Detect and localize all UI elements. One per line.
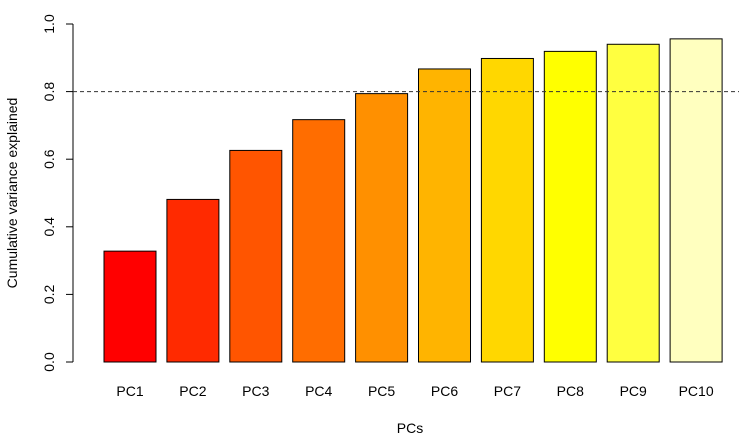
bar-pc8: [543, 50, 597, 363]
bar-pc9: [606, 43, 660, 363]
y-tick-label: 0.0: [41, 352, 57, 372]
x-tick-labels: PC1 PC2 PC3 PC4 PC5 PC6 PC7 PC8 PC9 PC10: [116, 383, 713, 399]
bar-pc1: [103, 250, 157, 363]
bar-pc5: [355, 93, 409, 363]
y-axis-label: Cumulative variance explained: [4, 98, 20, 289]
bar-pc3: [229, 149, 283, 363]
y-axis: 0.0 0.2 0.4 0.6 0.8 1.0: [41, 14, 74, 372]
bar-pc7: [480, 57, 534, 363]
bar-pc10: [669, 38, 723, 363]
x-tick-label: PC9: [620, 383, 647, 399]
x-tick-label: PC3: [242, 383, 269, 399]
x-tick-label: PC8: [557, 383, 584, 399]
x-tick-label: PC4: [305, 383, 332, 399]
bars: [103, 38, 723, 363]
y-tick-label: 0.2: [41, 284, 57, 304]
x-tick-label: PC7: [494, 383, 521, 399]
x-tick-label: PC1: [116, 383, 143, 399]
bar-pc4: [292, 119, 346, 363]
bar-pc6: [418, 68, 471, 363]
x-tick-label: PC2: [179, 383, 206, 399]
y-tick-label: 0.8: [41, 82, 57, 102]
x-tick-label: PC5: [368, 383, 395, 399]
x-tick-label: PC6: [431, 383, 458, 399]
y-tick-label: 1.0: [41, 14, 57, 34]
y-tick-label: 0.4: [41, 217, 57, 237]
y-tick-label: 0.6: [41, 149, 57, 169]
bar-pc2: [166, 198, 220, 363]
x-axis-label: PCs: [397, 420, 423, 436]
x-tick-label: PC10: [679, 383, 714, 399]
